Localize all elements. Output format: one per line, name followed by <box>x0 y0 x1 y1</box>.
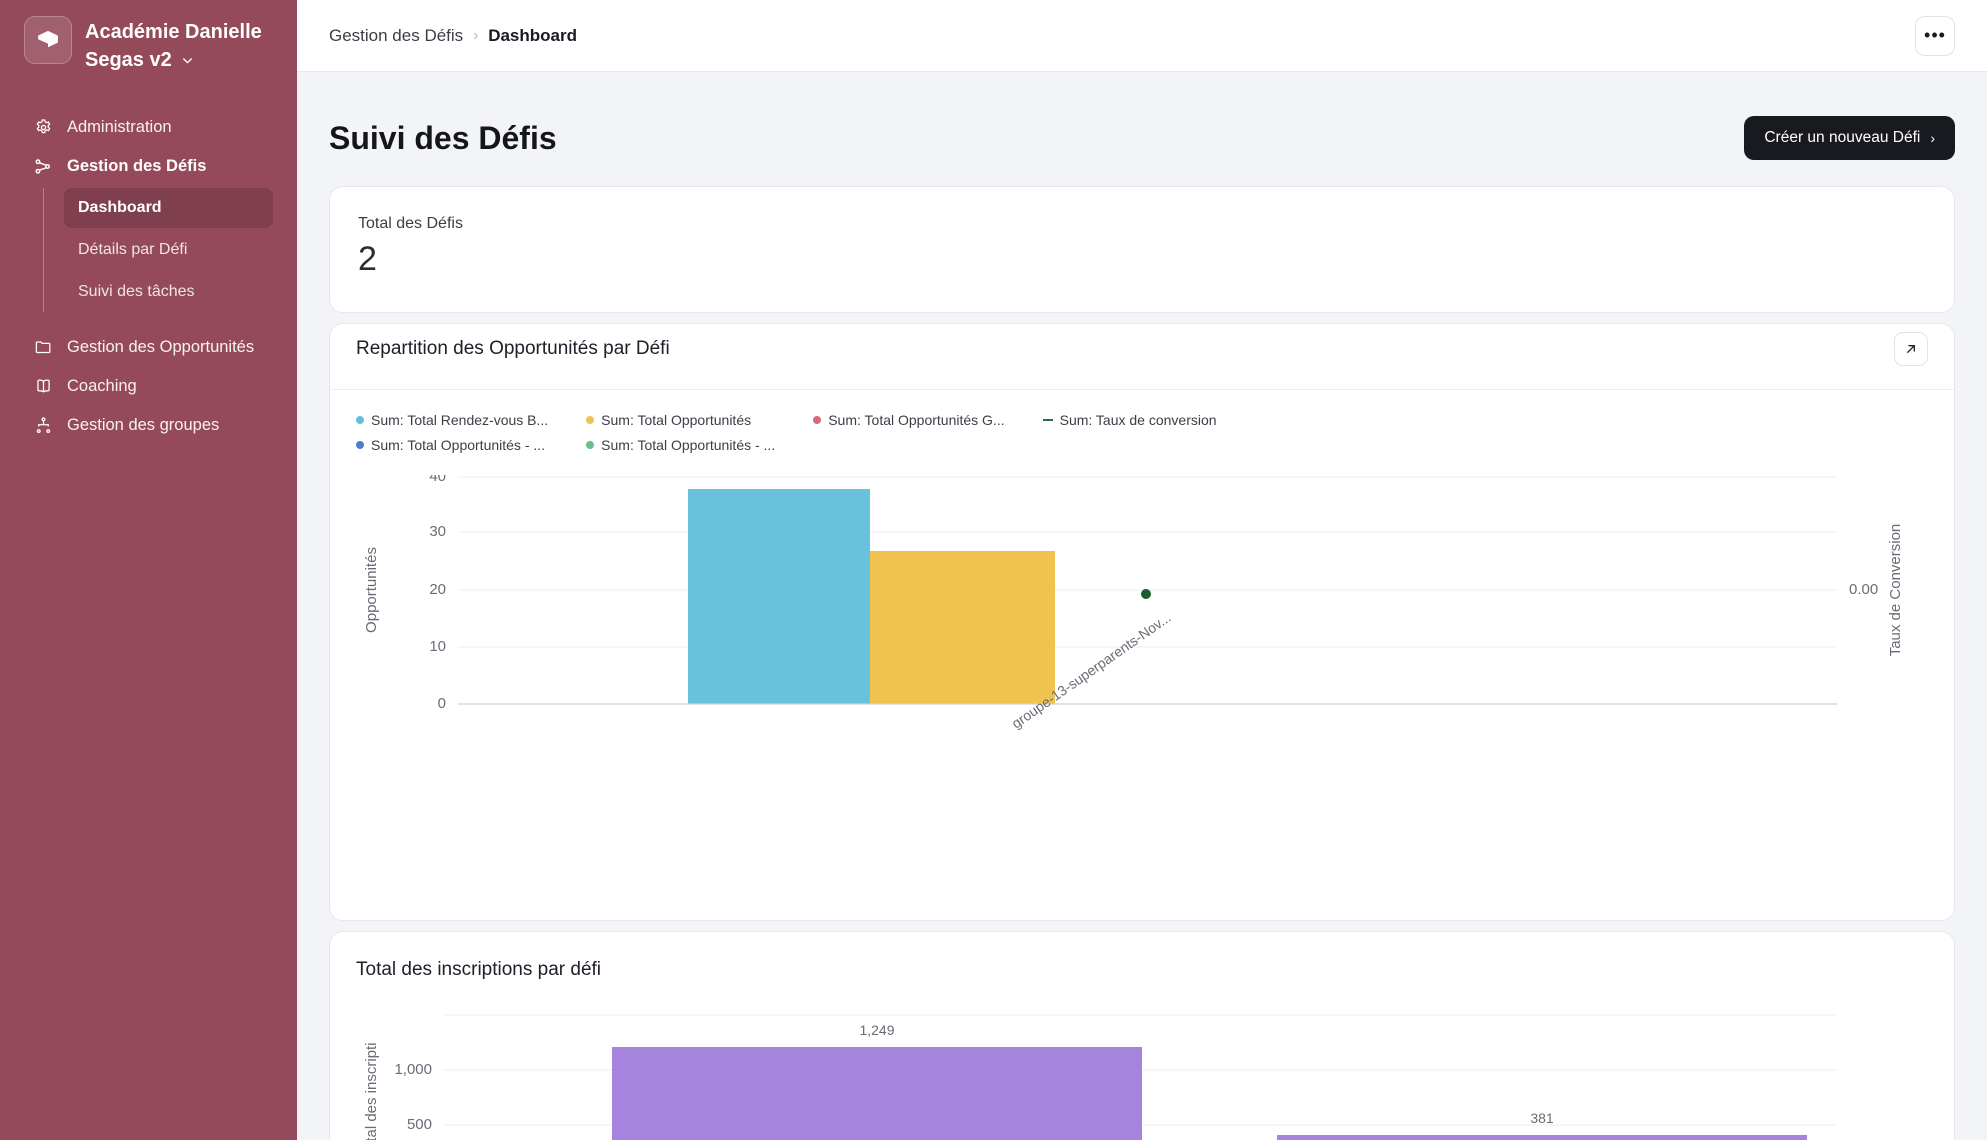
svg-text:10: 10 <box>429 638 446 655</box>
svg-text:30: 30 <box>429 523 446 540</box>
svg-text:20: 20 <box>429 581 446 598</box>
svg-text:381: 381 <box>1530 1110 1554 1126</box>
svg-text:1,249: 1,249 <box>859 1022 894 1038</box>
svg-text:0: 0 <box>438 695 446 712</box>
svg-text:Taux de Conversion: Taux de Conversion <box>1887 524 1904 657</box>
svg-text:Opportunités: Opportunités <box>363 547 380 633</box>
svg-text:Total des inscripti: Total des inscripti <box>363 1043 380 1140</box>
svg-text:0.00: 0.00 <box>1849 581 1878 598</box>
svg-text:40: 40 <box>429 475 446 485</box>
svg-text:500: 500 <box>407 1116 432 1133</box>
svg-text:1,000: 1,000 <box>394 1061 432 1078</box>
